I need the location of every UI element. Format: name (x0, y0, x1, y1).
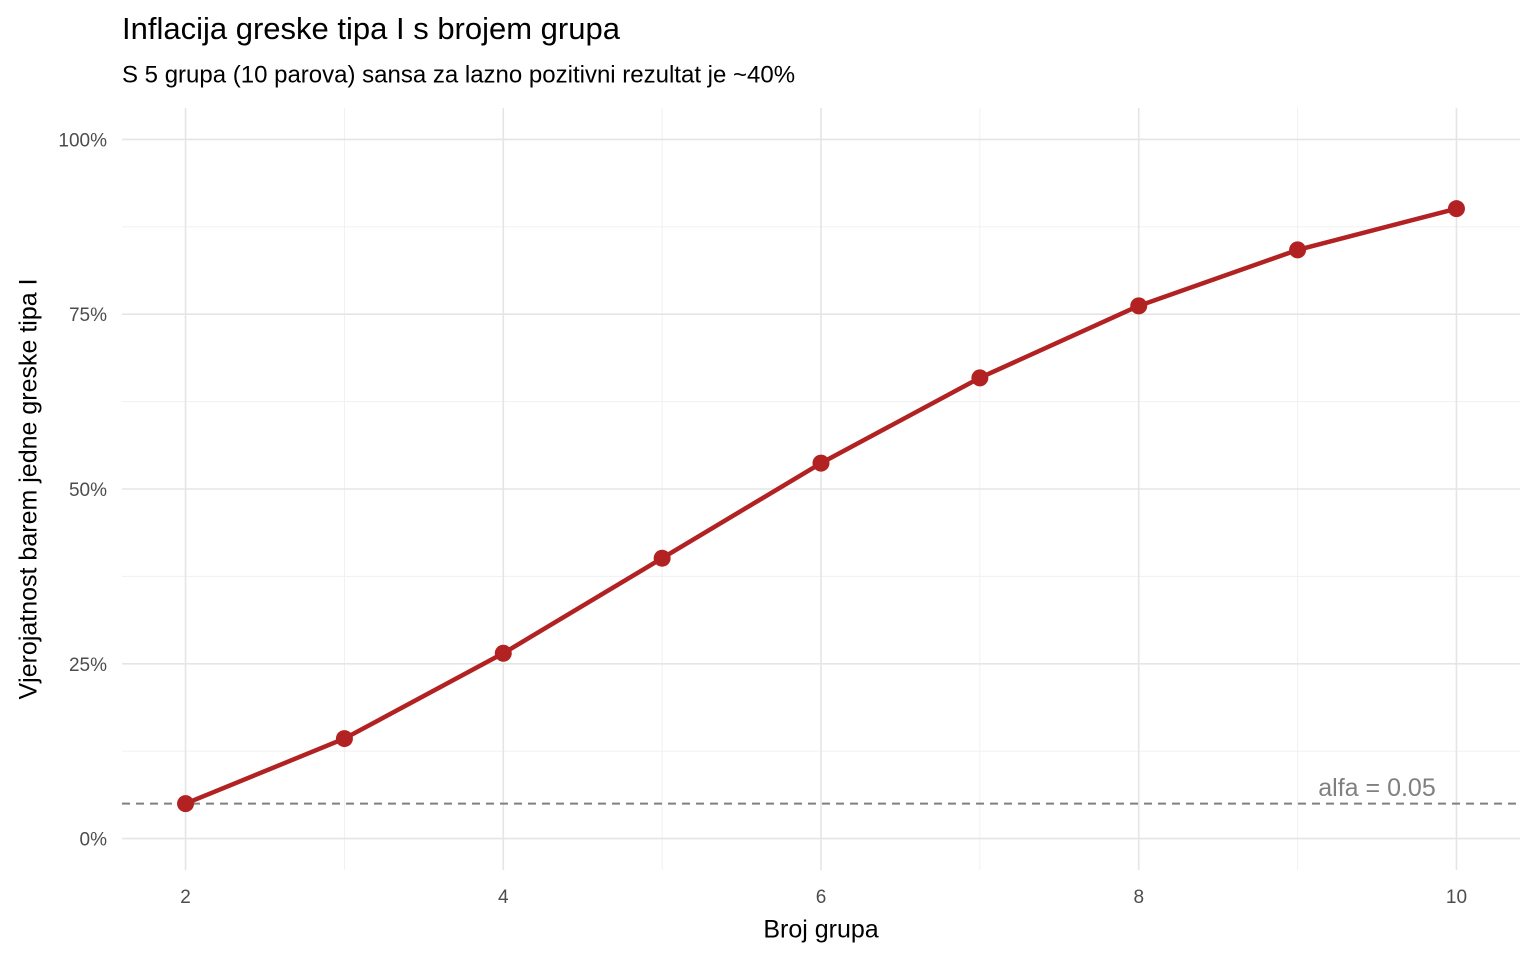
chart-subtitle: S 5 grupa (10 parova) sansa za lazno poz… (122, 61, 795, 88)
x-tick-label: 8 (1133, 887, 1144, 908)
data-point (177, 795, 195, 813)
y-tick-label: 25% (69, 655, 107, 676)
x-tick-label: 2 (180, 887, 191, 908)
data-point (812, 454, 830, 472)
x-tick-label: 10 (1446, 887, 1467, 908)
data-point (335, 730, 353, 748)
y-axis-title: Vjerojatnost barem jedne greske tipa I (15, 278, 43, 699)
x-axis-title: Broj grupa (763, 916, 878, 944)
y-tick-label: 0% (80, 830, 108, 851)
data-point (494, 644, 512, 662)
reference-label: alfa = 0.05 (1318, 774, 1435, 802)
y-tick-label: 100% (58, 130, 107, 151)
y-tick-label: 50% (69, 480, 107, 501)
data-point (653, 549, 671, 567)
chart-title: Inflacija greske tipa I s brojem grupa (122, 11, 621, 46)
data-point (1130, 297, 1148, 315)
x-tick-label: 6 (816, 887, 827, 908)
data-point (971, 369, 989, 387)
data-point (1289, 241, 1307, 259)
data-point (1447, 200, 1465, 218)
x-tick-label: 4 (498, 887, 509, 908)
y-tick-label: 75% (69, 305, 107, 326)
